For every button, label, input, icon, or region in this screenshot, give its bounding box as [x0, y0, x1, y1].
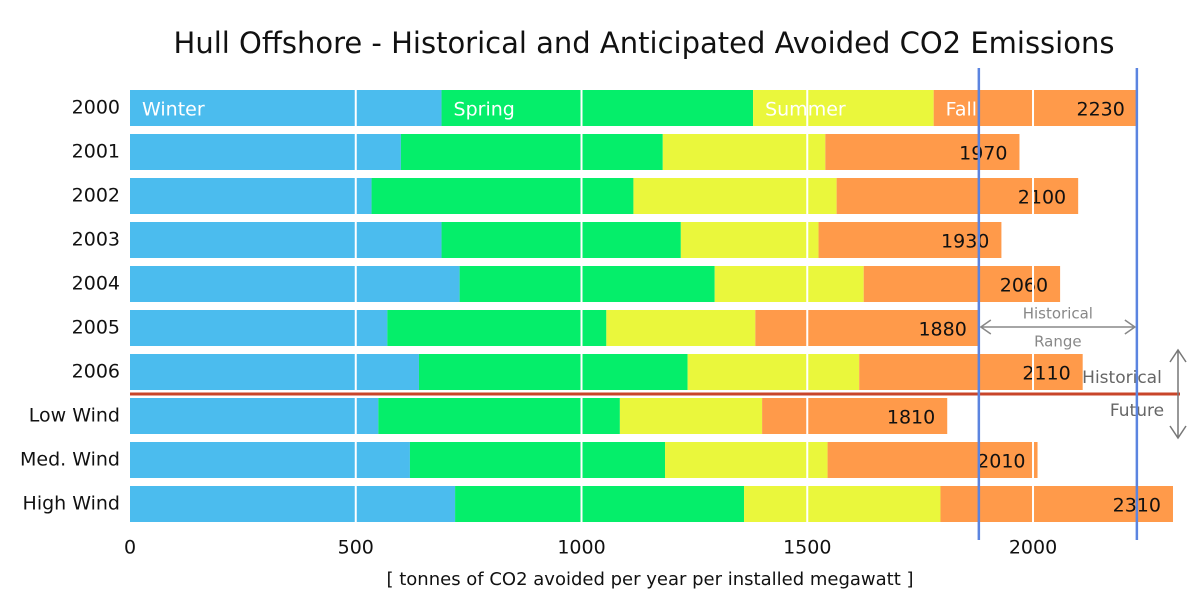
bar-segment — [619, 398, 763, 434]
bar-segment — [441, 222, 681, 258]
total-label: 1880 — [918, 319, 966, 341]
y-tick-label: Med. Wind — [20, 449, 120, 471]
bar-segment — [418, 354, 688, 390]
x-axis-title: [ tonnes of CO2 avoided per year per ins… — [386, 569, 913, 590]
split-label: Historical — [1082, 368, 1162, 388]
total-label: 1810 — [887, 407, 935, 429]
bar-segment — [818, 222, 1002, 258]
chart-title: Hull Offshore - Historical and Anticipat… — [174, 26, 1115, 60]
bar-segment — [130, 354, 419, 390]
y-tick-label: 2005 — [72, 317, 120, 339]
y-tick-label: 2002 — [72, 185, 120, 207]
bar-segment — [762, 398, 948, 434]
bar-segment — [130, 398, 379, 434]
x-tick-label: 2000 — [1009, 537, 1057, 559]
x-tick-label: 1000 — [557, 537, 605, 559]
bar-segment — [387, 310, 607, 346]
total-label: 2060 — [1000, 275, 1048, 297]
bar-segment — [714, 266, 864, 302]
range-arrow — [979, 319, 1137, 335]
bar-segment — [633, 178, 837, 214]
x-tick-label: 500 — [338, 537, 374, 559]
bar-segment — [687, 354, 860, 390]
bar-segment — [371, 178, 634, 214]
bar-segment — [662, 134, 826, 170]
bar-segment — [130, 310, 388, 346]
x-tick-label: 1500 — [783, 537, 831, 559]
y-tick-label: 2001 — [72, 141, 120, 163]
legend-label: Summer — [765, 99, 846, 121]
split-arrow — [1169, 348, 1187, 440]
y-tick-label: High Wind — [23, 493, 120, 515]
range-label: Historical — [1023, 305, 1093, 323]
y-tick-label: 2006 — [72, 361, 120, 383]
legend-label: Spring — [454, 99, 515, 121]
total-label: 2010 — [977, 451, 1025, 473]
bar-segment — [409, 442, 666, 478]
bar-segment — [825, 134, 1020, 170]
bar-segment — [130, 90, 442, 126]
y-tick-label: 2000 — [72, 97, 120, 119]
bar-segment — [859, 354, 1083, 390]
bar-segment — [459, 266, 715, 302]
bar-segment — [455, 486, 745, 522]
bar-segment — [130, 486, 456, 522]
y-tick-label: 2003 — [72, 229, 120, 251]
total-label: 1930 — [941, 231, 989, 253]
bar-segment — [744, 486, 941, 522]
bar-segment — [130, 442, 410, 478]
bar-segment — [827, 442, 1038, 478]
bar-segment — [606, 310, 756, 346]
bar-segment — [130, 266, 460, 302]
bar-segment — [130, 134, 401, 170]
y-tick-label: Low Wind — [29, 405, 120, 427]
bar-segment — [130, 178, 372, 214]
bar-segment — [130, 222, 442, 258]
bar-segment — [378, 398, 620, 434]
bar-segment — [753, 90, 934, 126]
total-label: 2230 — [1077, 99, 1125, 121]
bar-segment — [755, 310, 979, 346]
bar-segment — [441, 90, 754, 126]
total-label: 2110 — [1022, 363, 1070, 385]
bar-segment — [836, 178, 1079, 214]
bar-segment — [665, 442, 828, 478]
bar-segment — [863, 266, 1061, 302]
total-label: 1970 — [959, 143, 1007, 165]
legend-label: Winter — [142, 99, 205, 121]
total-label: 2100 — [1018, 187, 1066, 209]
y-tick-label: 2004 — [72, 273, 120, 295]
bar-segment — [680, 222, 819, 258]
x-tick-label: 0 — [124, 537, 136, 559]
bar-segment — [933, 90, 1137, 126]
bar-segment — [400, 134, 663, 170]
range-label: Range — [1034, 333, 1082, 351]
legend-label: Fall — [946, 99, 977, 121]
